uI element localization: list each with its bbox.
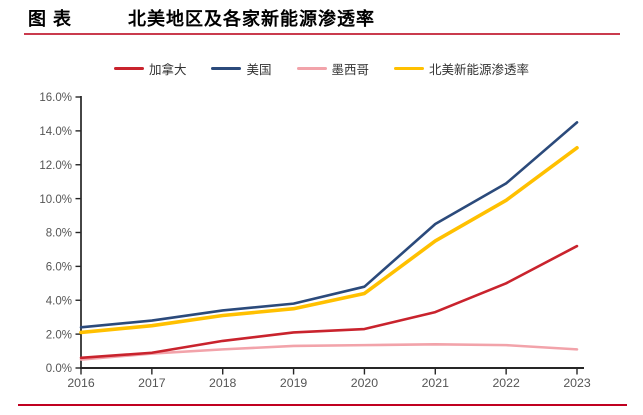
legend-label: 美国 (246, 63, 272, 77)
legend-label: 墨西哥 (331, 63, 370, 77)
legend-swatch (394, 66, 425, 71)
title-underline (24, 33, 620, 35)
x-tick-label: 2019 (280, 376, 308, 390)
x-tick-label: 2018 (209, 376, 237, 390)
legend-item-3: 北美新能源渗透率 (394, 59, 529, 78)
legend-label: 北美新能源渗透率 (429, 63, 530, 77)
x-tick-label: 2016 (67, 376, 95, 390)
y-tick-label: 0.0% (46, 363, 72, 375)
x-tick-label: 2022 (492, 376, 520, 390)
legend-item-0: 加拿大 (113, 59, 187, 78)
series-line-1 (79, 121, 579, 329)
figure-label: 图表 (28, 9, 78, 29)
legend-swatch (113, 66, 144, 71)
legend-swatch (296, 66, 327, 71)
x-tick-label: 2023 (563, 376, 591, 390)
legend-item-2: 墨西哥 (296, 59, 370, 78)
y-tick-label: 12.0% (39, 160, 72, 172)
y-tick-label: 6.0% (46, 262, 72, 274)
legend-label: 加拿大 (148, 63, 187, 77)
series-line-2 (79, 342, 579, 361)
y-tick-label: 4.0% (46, 295, 72, 307)
legend-item-1: 美国 (211, 59, 272, 78)
line-chart: 0.0% 2.0% 4.0% 6.0% 8.0% 10.0% 12.0% 14.0% 16.0%… (39, 92, 591, 390)
series-line-3 (79, 146, 579, 335)
x-tick-label: 2017 (138, 376, 166, 390)
chart-area: 0.0% 2.0% 4.0% 6.0% 8.0% 10.0% 12.0% 14.0% 16.0%… (0, 88, 643, 404)
y-tick-label: 8.0% (46, 228, 72, 240)
x-tick-label: 2020 (351, 376, 379, 390)
y-tick-label: 14.0% (39, 126, 72, 138)
footer-rule (18, 404, 627, 406)
x-tick-label: 2021 (422, 376, 450, 390)
series-line-0 (79, 244, 579, 360)
chart-legend: 加拿大 美国 墨西哥 北美新能源渗透率 (0, 59, 643, 78)
legend-swatch (211, 66, 242, 71)
y-tick-label: 16.0% (39, 92, 72, 104)
chart-title: 北美地区及各家新能源渗透率 (128, 9, 375, 29)
y-tick-label: 2.0% (46, 329, 72, 341)
y-tick-label: 10.0% (39, 194, 72, 206)
